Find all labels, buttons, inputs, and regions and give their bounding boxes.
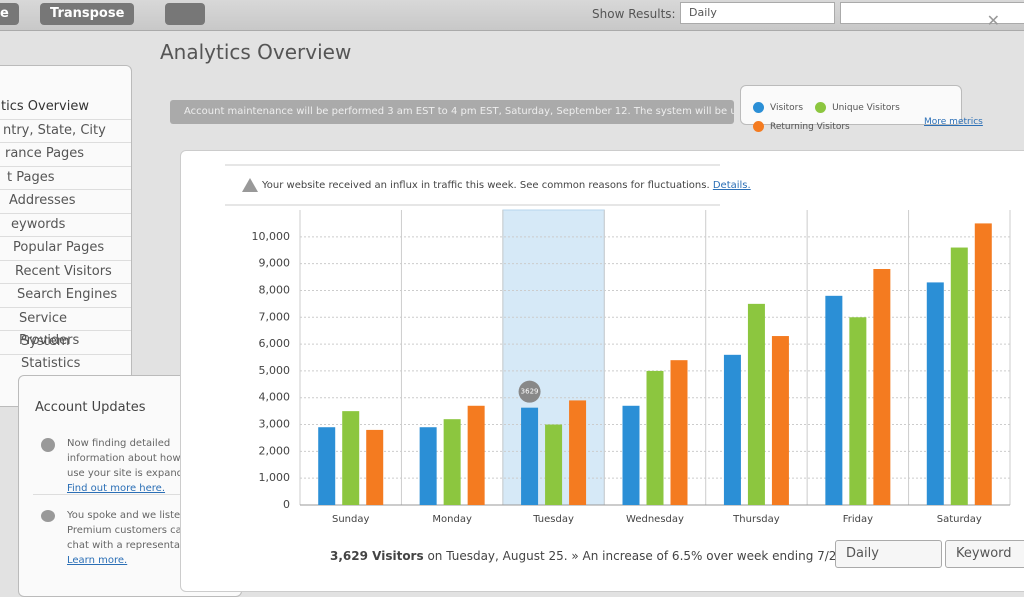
nav-item[interactable]: eywords — [0, 214, 131, 237]
close-button[interactable]: ✕ — [986, 11, 1000, 30]
legend-label: Returning Visitors — [770, 121, 850, 132]
bar — [849, 317, 867, 505]
legend-item[interactable]: Visitors — [753, 102, 809, 113]
x-tick-label: Thursday — [732, 514, 780, 525]
bar — [342, 411, 360, 505]
page-title: Analytics Overview — [160, 40, 352, 64]
bar — [873, 269, 891, 505]
y-tick-label: 3,000 — [259, 418, 291, 431]
legend: Visitors Unique Visitors Returning Visitor… — [740, 85, 962, 132]
y-tick-label: 4,000 — [259, 391, 291, 404]
button[interactable]: e — [0, 3, 19, 25]
bar — [926, 282, 944, 505]
y-tick-label: 7,000 — [259, 310, 291, 323]
legend-swatch — [815, 102, 827, 113]
toolbar: e Transpose Show Results: Daily — [0, 0, 1024, 31]
y-tick-label: 10,000 — [252, 230, 291, 243]
update-link[interactable]: Learn more. — [67, 555, 128, 566]
chart: Your website received an influx in traff… — [225, 164, 1011, 563]
legend-item[interactable]: Unique Visitors — [815, 102, 906, 113]
bar — [974, 223, 992, 505]
y-tick-label: 8,000 — [259, 283, 291, 296]
y-tick-label: 2,000 — [259, 444, 291, 457]
more-metrics-link[interactable]: More metrics — [924, 117, 983, 127]
tooltip-label: 3629 — [521, 388, 539, 396]
nav-item[interactable]: t Pages — [0, 167, 131, 190]
update-text-wrap: Now finding detailed information about h… — [67, 436, 225, 496]
show-results-label: Show Results: — [592, 7, 676, 21]
update-text: You spoke and we listened. Premium custo… — [67, 510, 209, 551]
button[interactable] — [165, 3, 205, 25]
legend-label: Unique Visitors — [832, 102, 900, 113]
maintenance-banner: Account maintenance will be performed 3 … — [170, 100, 734, 124]
x-tick-label: Friday — [843, 514, 873, 525]
update-item: Now finding detailed information about h… — [41, 436, 225, 496]
close-icon: ✕ — [160, 8, 1000, 30]
bar — [318, 427, 336, 505]
x-tick-label: Sunday — [332, 514, 369, 525]
bar — [366, 429, 384, 505]
bar — [443, 419, 461, 505]
nav-item[interactable]: Recent Visitors — [0, 261, 131, 284]
account-updates-title: Account Updates — [35, 400, 146, 415]
nav-item[interactable]: Service Providers — [0, 308, 131, 348]
update-link[interactable]: Find out more here. — [67, 483, 166, 494]
nav-item[interactable]: tics Overview — [0, 96, 131, 120]
summary-text: on Tuesday, August 25. » An increase of … — [427, 549, 847, 563]
transpose-button[interactable]: Transpose — [40, 3, 135, 25]
y-tick-label: 1,000 — [259, 471, 291, 484]
update-item: You spoke and we listened. Premium custo… — [41, 508, 225, 568]
summary-count: 3,629 Visitors — [330, 549, 424, 563]
bar — [825, 295, 843, 505]
nav-item[interactable]: Addresses — [0, 190, 131, 214]
legend-swatch — [753, 102, 764, 113]
bar — [646, 370, 664, 505]
show-results-select[interactable]: Daily — [680, 2, 835, 24]
chat-icon — [41, 510, 55, 522]
warning-icon — [242, 178, 258, 192]
sidebar-nav: tics Overview ntry, State, City rance Page… — [0, 65, 132, 407]
y-tick-label: 6,000 — [259, 337, 291, 350]
legend-label: Visitors — [770, 102, 804, 113]
keyword-select[interactable]: Keyword — [945, 540, 1024, 568]
y-tick-label: 0 — [283, 498, 290, 511]
input[interactable] — [840, 2, 1024, 24]
globe-icon — [41, 438, 55, 452]
tooltip-bubble — [518, 380, 541, 403]
bar — [670, 360, 688, 505]
bar — [723, 354, 741, 505]
update-text-wrap: You spoke and we listened. Premium custo… — [67, 508, 225, 568]
nav-item[interactable]: rance Pages — [0, 143, 131, 167]
summary: 3,629 Visitors on Tuesday, August 25. » … — [330, 549, 848, 563]
y-tick-label: 5,000 — [259, 364, 291, 377]
bar — [747, 303, 765, 505]
update-text: Now finding detailed information about h… — [67, 438, 220, 479]
bar — [771, 336, 789, 505]
bar — [419, 427, 437, 505]
nav-item[interactable]: ntry, State, City — [0, 120, 131, 143]
y-tick-label: 9,000 — [259, 257, 291, 270]
bar — [622, 405, 640, 505]
x-tick-label: Monday — [432, 514, 472, 525]
legend-swatch — [753, 121, 764, 132]
alert-link[interactable]: Details. — [713, 180, 751, 191]
period-select[interactable]: Daily — [835, 540, 942, 568]
x-tick-label: Wednesday — [626, 514, 684, 525]
x-tick-label: Saturday — [937, 514, 982, 525]
bar — [521, 407, 539, 505]
nav-item[interactable]: System Statistics — [0, 331, 131, 371]
bar — [569, 400, 587, 505]
bar — [545, 424, 563, 505]
x-tick-label: Tuesday — [532, 514, 574, 525]
bar — [950, 247, 968, 505]
alert-text: Your website received an influx in traff… — [261, 180, 751, 191]
nav-item[interactable]: Search Engines — [0, 284, 131, 308]
divider — [33, 494, 228, 495]
legend-item[interactable]: Returning Visitors — [753, 121, 856, 132]
bar — [467, 405, 485, 505]
alert-message: Your website received an influx in traff… — [261, 180, 710, 191]
nav-item[interactable]: Popular Pages — [0, 237, 131, 261]
